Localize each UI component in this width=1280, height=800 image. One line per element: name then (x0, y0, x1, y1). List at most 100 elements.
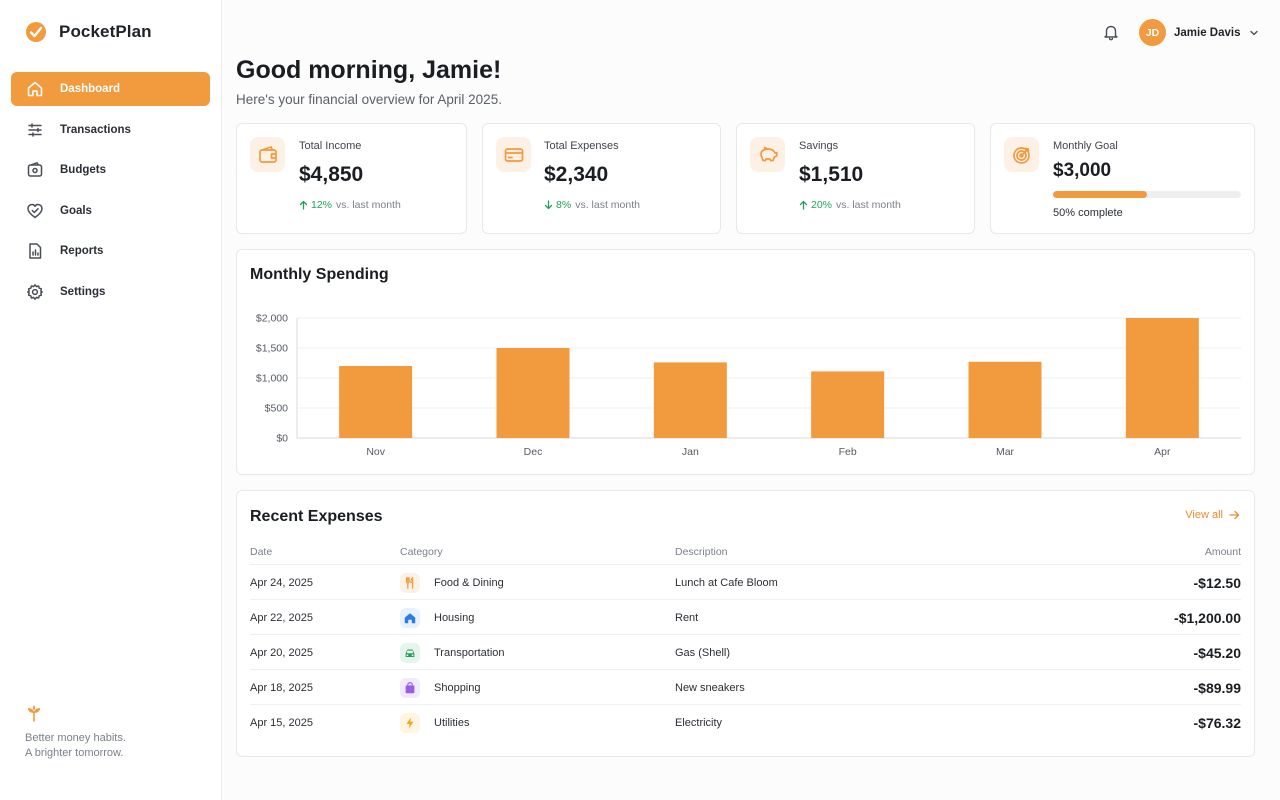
view-all-label: View all (1185, 509, 1223, 521)
sidebar-tagline: Better money habits. A brighter tomorrow… (25, 704, 126, 761)
sidebar-item-reports[interactable]: Reports (11, 234, 210, 268)
x-tick-label: Feb (839, 446, 857, 458)
notification-bell-icon[interactable] (1102, 23, 1120, 41)
piggy-bank-icon (750, 137, 785, 172)
list-lines-icon (26, 121, 44, 139)
arrow-up-icon (799, 200, 808, 210)
expense-amount: -$1,200.00 (1174, 609, 1241, 626)
user-menu[interactable]: JD Jamie Davis (1139, 19, 1259, 46)
stat-label: Total Expenses (544, 140, 619, 152)
savings-card: Savings $1,510 20% vs. last month (736, 123, 975, 234)
page-subtitle: Here's your financial overview for April… (236, 92, 502, 107)
expense-category-label: Utilities (434, 716, 470, 729)
expense-category-label: Shopping (434, 681, 481, 694)
table-row[interactable]: Apr 22, 2025 Housing Rent -$1,200.00 (250, 599, 1241, 634)
x-tick-label: Nov (366, 446, 385, 458)
x-tick-label: Dec (524, 446, 543, 458)
column-header-description[interactable]: Description (675, 546, 728, 558)
report-chart-icon (26, 242, 44, 260)
sidebar-item-label: Budgets (60, 164, 106, 176)
stat-value: $2,340 (544, 163, 609, 186)
expense-amount: -$89.99 (1193, 679, 1241, 696)
sidebar-item-label: Settings (60, 285, 106, 298)
user-name: Jamie Davis (1174, 26, 1241, 39)
stat-label: Savings (799, 140, 839, 152)
y-tick-label: $500 (265, 403, 289, 415)
wallet-icon (26, 161, 44, 179)
view-all-link[interactable]: View all (1185, 509, 1240, 521)
expense-category: Shopping (400, 670, 481, 705)
target-icon (1004, 137, 1039, 172)
expense-description: Gas (Shell) (675, 646, 731, 659)
delta-percent: 20% (811, 199, 833, 211)
column-header-date[interactable]: Date (250, 546, 273, 558)
stat-delta: 8% vs. last month (544, 199, 640, 211)
sidebar: PocketPlan Dashboard Transactions Budget… (0, 0, 222, 800)
stat-value: $3,000 (1053, 160, 1112, 181)
y-tick-label: $2,000 (256, 313, 288, 325)
column-header-amount[interactable]: Amount (1204, 546, 1241, 558)
monthly-spending-card: Monthly Spending $0 $500 $1,000 $1,500 $2,00… (236, 249, 1255, 475)
sidebar-item-transactions[interactable]: Transactions (11, 113, 210, 147)
table-row[interactable]: Apr 24, 2025 Food & Dining Lunch at Cafe B… (250, 564, 1241, 599)
expense-amount: -$76.32 (1193, 714, 1241, 731)
expense-amount: -$45.20 (1193, 644, 1241, 661)
tagline-line-1: Better money habits. (25, 732, 126, 744)
gear-icon (26, 283, 44, 301)
expense-date: Apr 24, 2025 (250, 576, 313, 589)
expense-date: Apr 20, 2025 (250, 646, 313, 659)
sidebar-item-label: Goals (60, 204, 92, 217)
chart-title: Monthly Spending (250, 266, 389, 283)
avatar: JD (1139, 19, 1166, 46)
arrow-up-icon (299, 200, 308, 210)
x-tick-label: Mar (996, 446, 1015, 458)
table-row[interactable]: Apr 18, 2025 Shopping New sneakers -$89.99 (250, 669, 1241, 704)
wallet-icon (250, 137, 285, 172)
pocketplan-logo-icon (26, 22, 46, 42)
app-name: PocketPlan (59, 22, 152, 41)
expense-category: Food & Dining (400, 565, 504, 600)
expense-date: Apr 15, 2025 (250, 716, 313, 729)
column-header-category[interactable]: Category (400, 546, 443, 558)
stat-value: $1,510 (799, 163, 864, 186)
heart-badge-icon (26, 202, 44, 220)
expense-category-label: Housing (434, 611, 475, 624)
shopping-bag-icon (400, 677, 420, 698)
expense-category-label: Transportation (434, 646, 505, 659)
expense-description: New sneakers (675, 681, 745, 694)
delta-percent: 12% (311, 199, 333, 211)
stat-delta: 20% vs. last month (799, 199, 901, 211)
table-row[interactable]: Apr 15, 2025 Utilities Electricity -$76.32 (250, 704, 1241, 739)
goal-progress-bar (1053, 191, 1241, 198)
arrow-down-icon (544, 200, 553, 210)
bar-nov (339, 366, 413, 438)
expense-category: Transportation (400, 635, 505, 670)
table-row[interactable]: Apr 20, 2025 Transportation Gas (Shell) -$4… (250, 634, 1241, 669)
brand[interactable]: PocketPlan (25, 21, 152, 43)
chevron-down-icon (1249, 30, 1258, 35)
expense-amount: -$12.50 (1193, 574, 1241, 591)
sidebar-item-label: Transactions (60, 123, 131, 136)
stat-label: Monthly Goal (1053, 140, 1118, 152)
y-tick-label: $1,500 (256, 343, 288, 355)
expense-date: Apr 18, 2025 (250, 681, 313, 694)
house-icon (400, 607, 420, 628)
monthly-spending-chart: $0 $500 $1,000 $1,500 $2,000 Nov Dec Jan Feb Mar A… (256, 313, 1241, 458)
page-title: Good morning, Jamie! (236, 56, 502, 84)
stat-label: Total Income (299, 140, 362, 152)
sprout-icon (28, 705, 40, 722)
expense-description: Electricity (675, 716, 723, 729)
sidebar-item-dashboard[interactable]: Dashboard (11, 72, 210, 106)
sidebar-item-settings[interactable]: Settings (11, 275, 210, 309)
stat-delta: 12% vs. last month (299, 199, 401, 211)
x-tick-label: Apr (1154, 446, 1171, 458)
fork-knife-icon (400, 572, 420, 593)
goal-progress-fill (1053, 191, 1147, 198)
recent-expenses-card: Recent Expenses View all Date Category D… (236, 490, 1255, 757)
sidebar-item-goals[interactable]: Goals (11, 194, 210, 228)
arrow-right-icon (1229, 510, 1240, 520)
delta-percent: 8% (556, 199, 572, 211)
sidebar-item-budgets[interactable]: Budgets (11, 153, 210, 187)
bar-jan (653, 362, 727, 438)
expense-date: Apr 22, 2025 (250, 611, 313, 624)
